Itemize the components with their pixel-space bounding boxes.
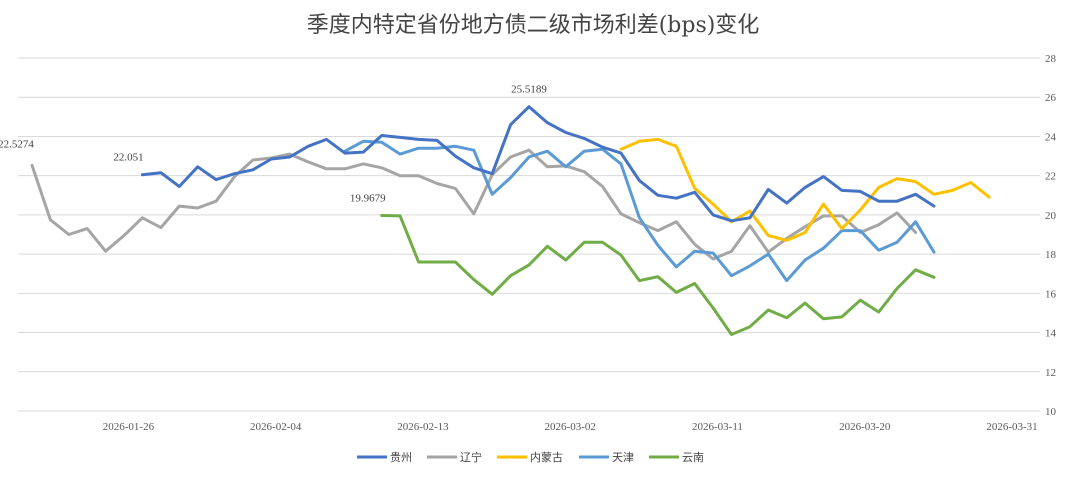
series-lines: [30, 105, 991, 336]
x-tick-label: 2026-03-31: [986, 421, 1037, 433]
data-label: 22.051: [113, 152, 143, 164]
y-tick-label: 20: [1045, 210, 1057, 222]
gridlines: [18, 57, 1040, 412]
x-tick-label: 2026-02-04: [250, 421, 302, 433]
y-tick-label: 22: [1045, 171, 1056, 183]
y-tick-label: 16: [1045, 288, 1057, 300]
legend-label-辽宁: 辽宁: [460, 450, 482, 464]
x-axis: 2026-01-26 2026-02-04 2026-02-13 2026-03-02…: [103, 421, 1038, 433]
series-line-天津: [343, 139, 936, 283]
y-tick-label: 26: [1045, 92, 1057, 104]
y-tick-label: 14: [1045, 328, 1057, 340]
y-axis: 10 12 14 16 18 20 22 24 26 28: [1045, 53, 1057, 418]
legend-label-内蒙古: 内蒙古: [530, 450, 563, 464]
y-tick-label: 18: [1045, 249, 1057, 261]
data-label: 22.5274: [0, 138, 34, 150]
series-line-贵州: [140, 105, 936, 223]
data-labels: 22.5274 22.051 19.9679 25.5189 16.8176: [0, 0, 1038, 205]
series-line-内蒙古: [619, 137, 991, 242]
y-tick-label: 28: [1045, 53, 1057, 65]
x-tick-label: 2026-01-26: [103, 421, 155, 433]
data-label: 16.8176: [1002, 0, 1038, 3]
x-tick-label: 2026-03-02: [545, 421, 596, 433]
legend-label-云南: 云南: [682, 451, 704, 464]
legend-label-天津: 天津: [612, 451, 634, 464]
x-tick-label: 2026-02-13: [397, 421, 449, 433]
y-tick-label: 12: [1045, 367, 1056, 379]
y-tick-label: 24: [1045, 131, 1057, 143]
data-label: 19.9679: [350, 193, 386, 205]
y-tick-label: 10: [1045, 406, 1057, 418]
chart-title: 季度内特定省份地方债二级市场利差(bps)变化: [307, 13, 760, 38]
legend: 贵州 辽宁 内蒙古 天津 云南: [357, 450, 704, 464]
x-tick-label: 2026-03-20: [839, 421, 891, 433]
x-tick-label: 2026-03-11: [692, 421, 743, 433]
legend-label-贵州: 贵州: [390, 451, 412, 464]
data-label: 25.5189: [511, 84, 547, 96]
series-line-辽宁: [30, 148, 918, 261]
series-line-云南: [380, 214, 936, 336]
